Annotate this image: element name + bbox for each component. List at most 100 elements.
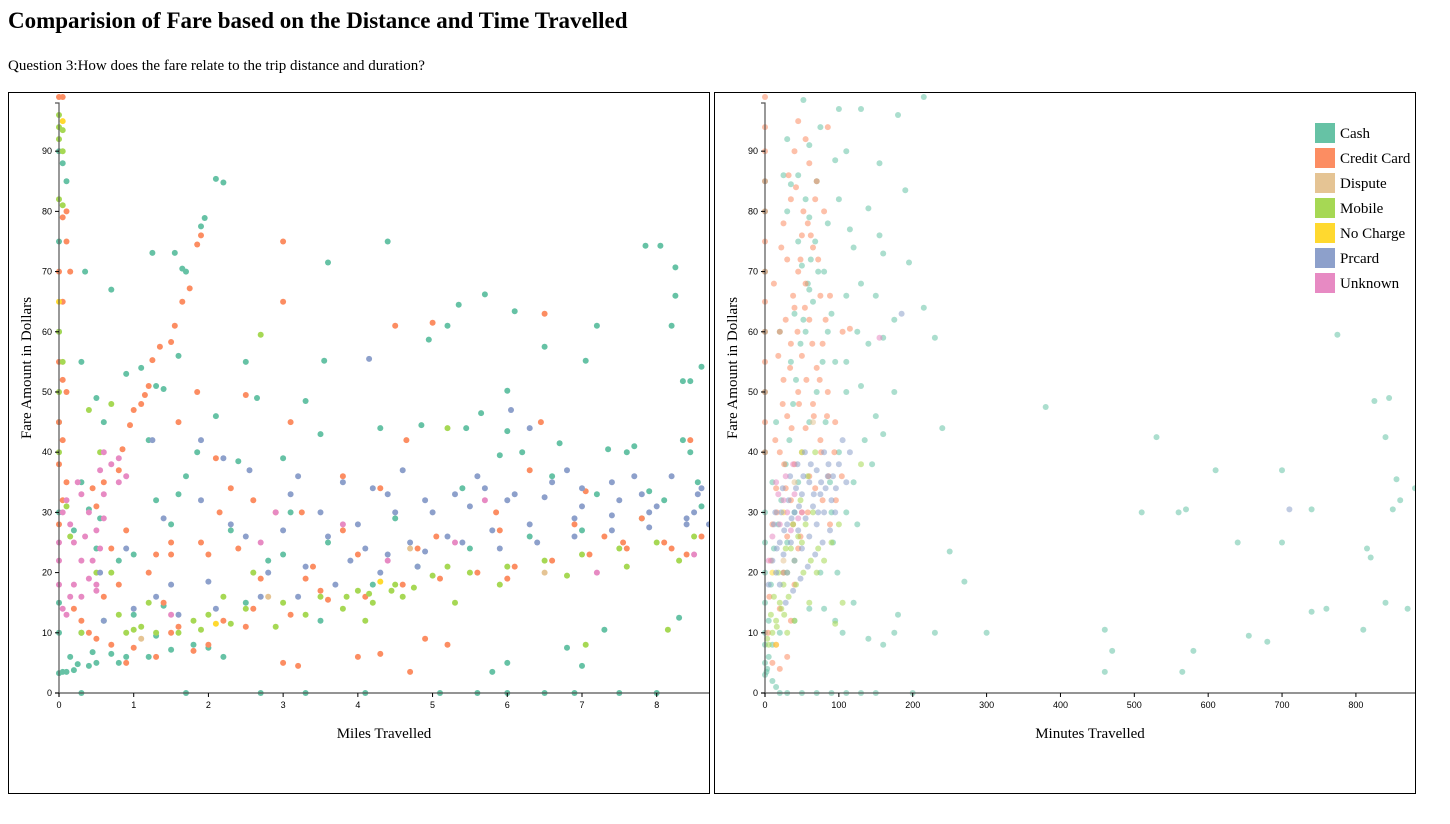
scatter-point xyxy=(511,491,518,498)
scatter-point xyxy=(70,539,77,546)
scatter-point xyxy=(115,557,122,564)
scatter-point xyxy=(807,232,814,239)
scatter-point xyxy=(216,509,223,516)
scatter-point xyxy=(1245,632,1252,639)
scatter-point xyxy=(906,259,912,266)
scatter-point xyxy=(810,419,816,426)
y-tick: 50 xyxy=(42,387,59,397)
scatter-point xyxy=(549,557,556,564)
x-tick-label: 400 xyxy=(1053,700,1068,710)
scatter-point xyxy=(687,437,694,444)
scatter-point xyxy=(59,94,66,100)
y-tick: 70 xyxy=(748,267,765,277)
scatter-point xyxy=(694,479,701,486)
scatter-point xyxy=(784,208,791,215)
y-tick-label: 50 xyxy=(748,387,758,397)
scatter-point xyxy=(835,449,842,456)
scatter-point xyxy=(802,425,809,432)
scatter-point xyxy=(668,322,675,329)
scatter-point xyxy=(123,629,130,636)
scatter-point xyxy=(623,545,630,552)
scatter-point xyxy=(59,148,66,155)
y-tick: 80 xyxy=(748,206,765,216)
scatter-point xyxy=(784,413,791,420)
scatter-point xyxy=(787,527,794,534)
scatter-point xyxy=(422,548,429,555)
scatter-point xyxy=(839,437,846,444)
scatter-point xyxy=(388,587,395,594)
scatter-point xyxy=(773,623,780,630)
y-tick: 80 xyxy=(42,206,59,216)
scatter-point xyxy=(579,551,585,558)
x-tick: 700 xyxy=(1275,693,1290,710)
scatter-point xyxy=(321,357,328,364)
x-tick: 600 xyxy=(1201,693,1216,710)
scatter-point xyxy=(220,179,227,186)
scatter-point xyxy=(149,357,156,364)
legend-swatch xyxy=(1315,173,1335,193)
scatter-point xyxy=(115,455,122,462)
scatter-point xyxy=(817,124,824,131)
scatter-point xyxy=(802,521,809,528)
scatter-point xyxy=(1101,668,1108,675)
scatter-point xyxy=(63,208,70,215)
y-tick: 0 xyxy=(753,688,765,698)
scatter-point xyxy=(175,419,182,426)
scatter-point xyxy=(1382,599,1389,606)
scatter-point xyxy=(242,605,249,612)
scatter-point xyxy=(787,358,794,365)
scatter-point xyxy=(78,629,85,636)
x-tick: 300 xyxy=(979,693,994,710)
scatter-point xyxy=(541,310,548,317)
x-tick-label: 5 xyxy=(430,700,435,710)
scatter-point xyxy=(89,649,96,656)
scatter-point xyxy=(1138,509,1145,516)
scatter-point xyxy=(250,497,257,504)
scatter-point xyxy=(920,94,927,100)
scatter-point xyxy=(850,479,857,486)
scatter-point xyxy=(827,521,833,528)
scatter-point xyxy=(858,280,864,287)
scatter-point xyxy=(145,383,152,389)
x-tick-label: 3 xyxy=(281,700,286,710)
scatter-point xyxy=(171,249,178,256)
scatter-point xyxy=(190,617,197,624)
scatter-point xyxy=(93,503,100,510)
scatter-point xyxy=(168,539,175,546)
scatter-point xyxy=(781,527,788,534)
scatter-point xyxy=(706,521,709,528)
series-cash xyxy=(56,148,705,696)
scatter-point xyxy=(865,205,872,212)
scatter-point xyxy=(463,425,470,432)
scatter-point xyxy=(800,97,807,103)
scatter-point xyxy=(891,316,898,323)
scatter-point xyxy=(179,265,186,272)
x-tick-label: 0 xyxy=(56,700,61,710)
scatter-point xyxy=(668,545,675,552)
scatter-point xyxy=(526,533,533,540)
scatter-point xyxy=(843,358,850,365)
y-tick-label: 10 xyxy=(748,628,758,638)
scatter-point xyxy=(1264,638,1271,645)
series-prcard xyxy=(765,310,1293,606)
scatter-point xyxy=(366,590,373,597)
scatter-point xyxy=(85,575,92,582)
scatter-point xyxy=(869,461,876,468)
scatter-point xyxy=(227,485,234,492)
x-tick: 0 xyxy=(56,693,62,710)
scatter-point xyxy=(800,473,807,480)
scatter-point xyxy=(813,521,820,528)
scatter-point xyxy=(511,308,518,315)
scatter-point xyxy=(504,659,511,666)
legend-swatch xyxy=(1315,148,1335,168)
scatter-point xyxy=(646,488,653,495)
scatter-point xyxy=(138,635,145,642)
scatter-point xyxy=(824,473,831,480)
scatter-point xyxy=(785,593,792,600)
x-tick: 2 xyxy=(206,693,211,710)
scatter-point xyxy=(511,563,518,570)
scatter-point xyxy=(339,473,346,480)
scatter-point xyxy=(806,286,813,293)
scatter-point xyxy=(1404,605,1411,612)
legend-label: Mobile xyxy=(1340,201,1384,217)
